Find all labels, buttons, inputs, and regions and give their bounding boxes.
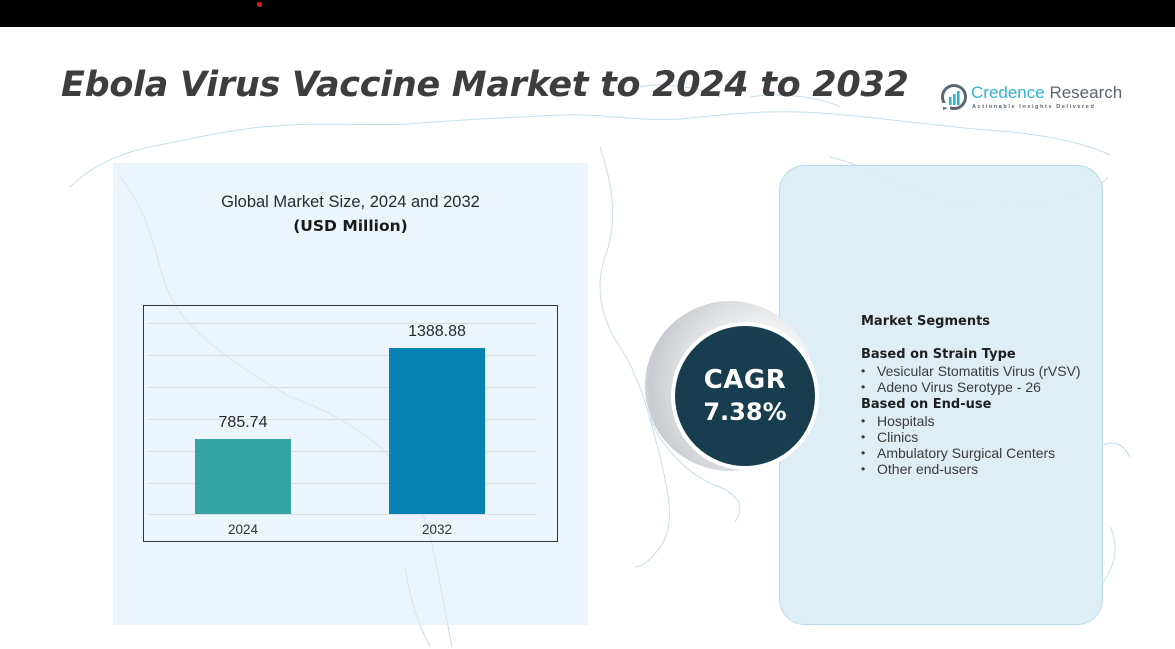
cagr-badge: CAGR 7.38% bbox=[671, 322, 819, 470]
category-label-2032: 2032 bbox=[421, 522, 453, 537]
list-item: Adeno Virus Serotype - 26 bbox=[861, 379, 1101, 396]
strain-type-list: Vesicular Stomatitis Virus (rVSV) Adeno … bbox=[861, 363, 1101, 396]
bar-chart-logo-icon bbox=[941, 84, 967, 111]
gridline bbox=[148, 514, 536, 515]
logo-wordmark: Credence Research bbox=[971, 83, 1123, 102]
segments-heading: Market Segments bbox=[861, 314, 991, 329]
list-item: Hospitals bbox=[861, 413, 1101, 430]
bar-chart: 785.74 2024 1388.88 2032 bbox=[143, 305, 558, 542]
segment-group-title-strain-type: Based on Strain Type bbox=[861, 347, 1016, 362]
bar-value-label-2032: 1388.88 bbox=[408, 323, 466, 340]
page-title: Ebola Virus Vaccine Market to 2024 to 20… bbox=[61, 65, 909, 105]
list-item: Other end-users bbox=[861, 461, 1101, 478]
bar-2024 bbox=[195, 439, 291, 514]
top-bar bbox=[0, 0, 1175, 27]
market-segments: Market Segments Based on Strain Type Ves… bbox=[861, 314, 1101, 478]
gridline bbox=[148, 419, 536, 420]
cagr-label: CAGR bbox=[703, 365, 787, 395]
list-item: Ambulatory Surgical Centers bbox=[861, 445, 1101, 462]
cagr-value: 7.38% bbox=[703, 398, 787, 426]
chart-subtitle: (USD Million) bbox=[293, 217, 408, 235]
list-item: Clinics bbox=[861, 429, 1101, 446]
gridline bbox=[148, 323, 536, 324]
market-size-panel bbox=[113, 163, 588, 625]
red-dot-indicator bbox=[257, 2, 262, 7]
category-label-2024: 2024 bbox=[227, 522, 259, 537]
segment-group-title-end-use: Based on End-use bbox=[861, 396, 992, 412]
chart-title: Global Market Size, 2024 and 2032 bbox=[221, 193, 480, 211]
bar-value-label-2024: 785.74 bbox=[218, 414, 268, 431]
end-use-list: Hospitals Clinics Ambulatory Surgical Ce… bbox=[861, 413, 1101, 478]
gridline bbox=[148, 355, 536, 356]
logo-tagline: Actionable Insights Delivered bbox=[972, 104, 1096, 110]
list-item: Vesicular Stomatitis Virus (rVSV) bbox=[861, 363, 1101, 380]
bar-2032 bbox=[389, 348, 485, 514]
credence-research-logo: Credence Research Actionable Insights De… bbox=[940, 81, 1123, 115]
gridline bbox=[148, 483, 536, 484]
gridline bbox=[148, 451, 536, 452]
gridline bbox=[148, 387, 536, 388]
infographic-canvas: Ebola Virus Vaccine Market to 2024 to 20… bbox=[0, 27, 1175, 649]
